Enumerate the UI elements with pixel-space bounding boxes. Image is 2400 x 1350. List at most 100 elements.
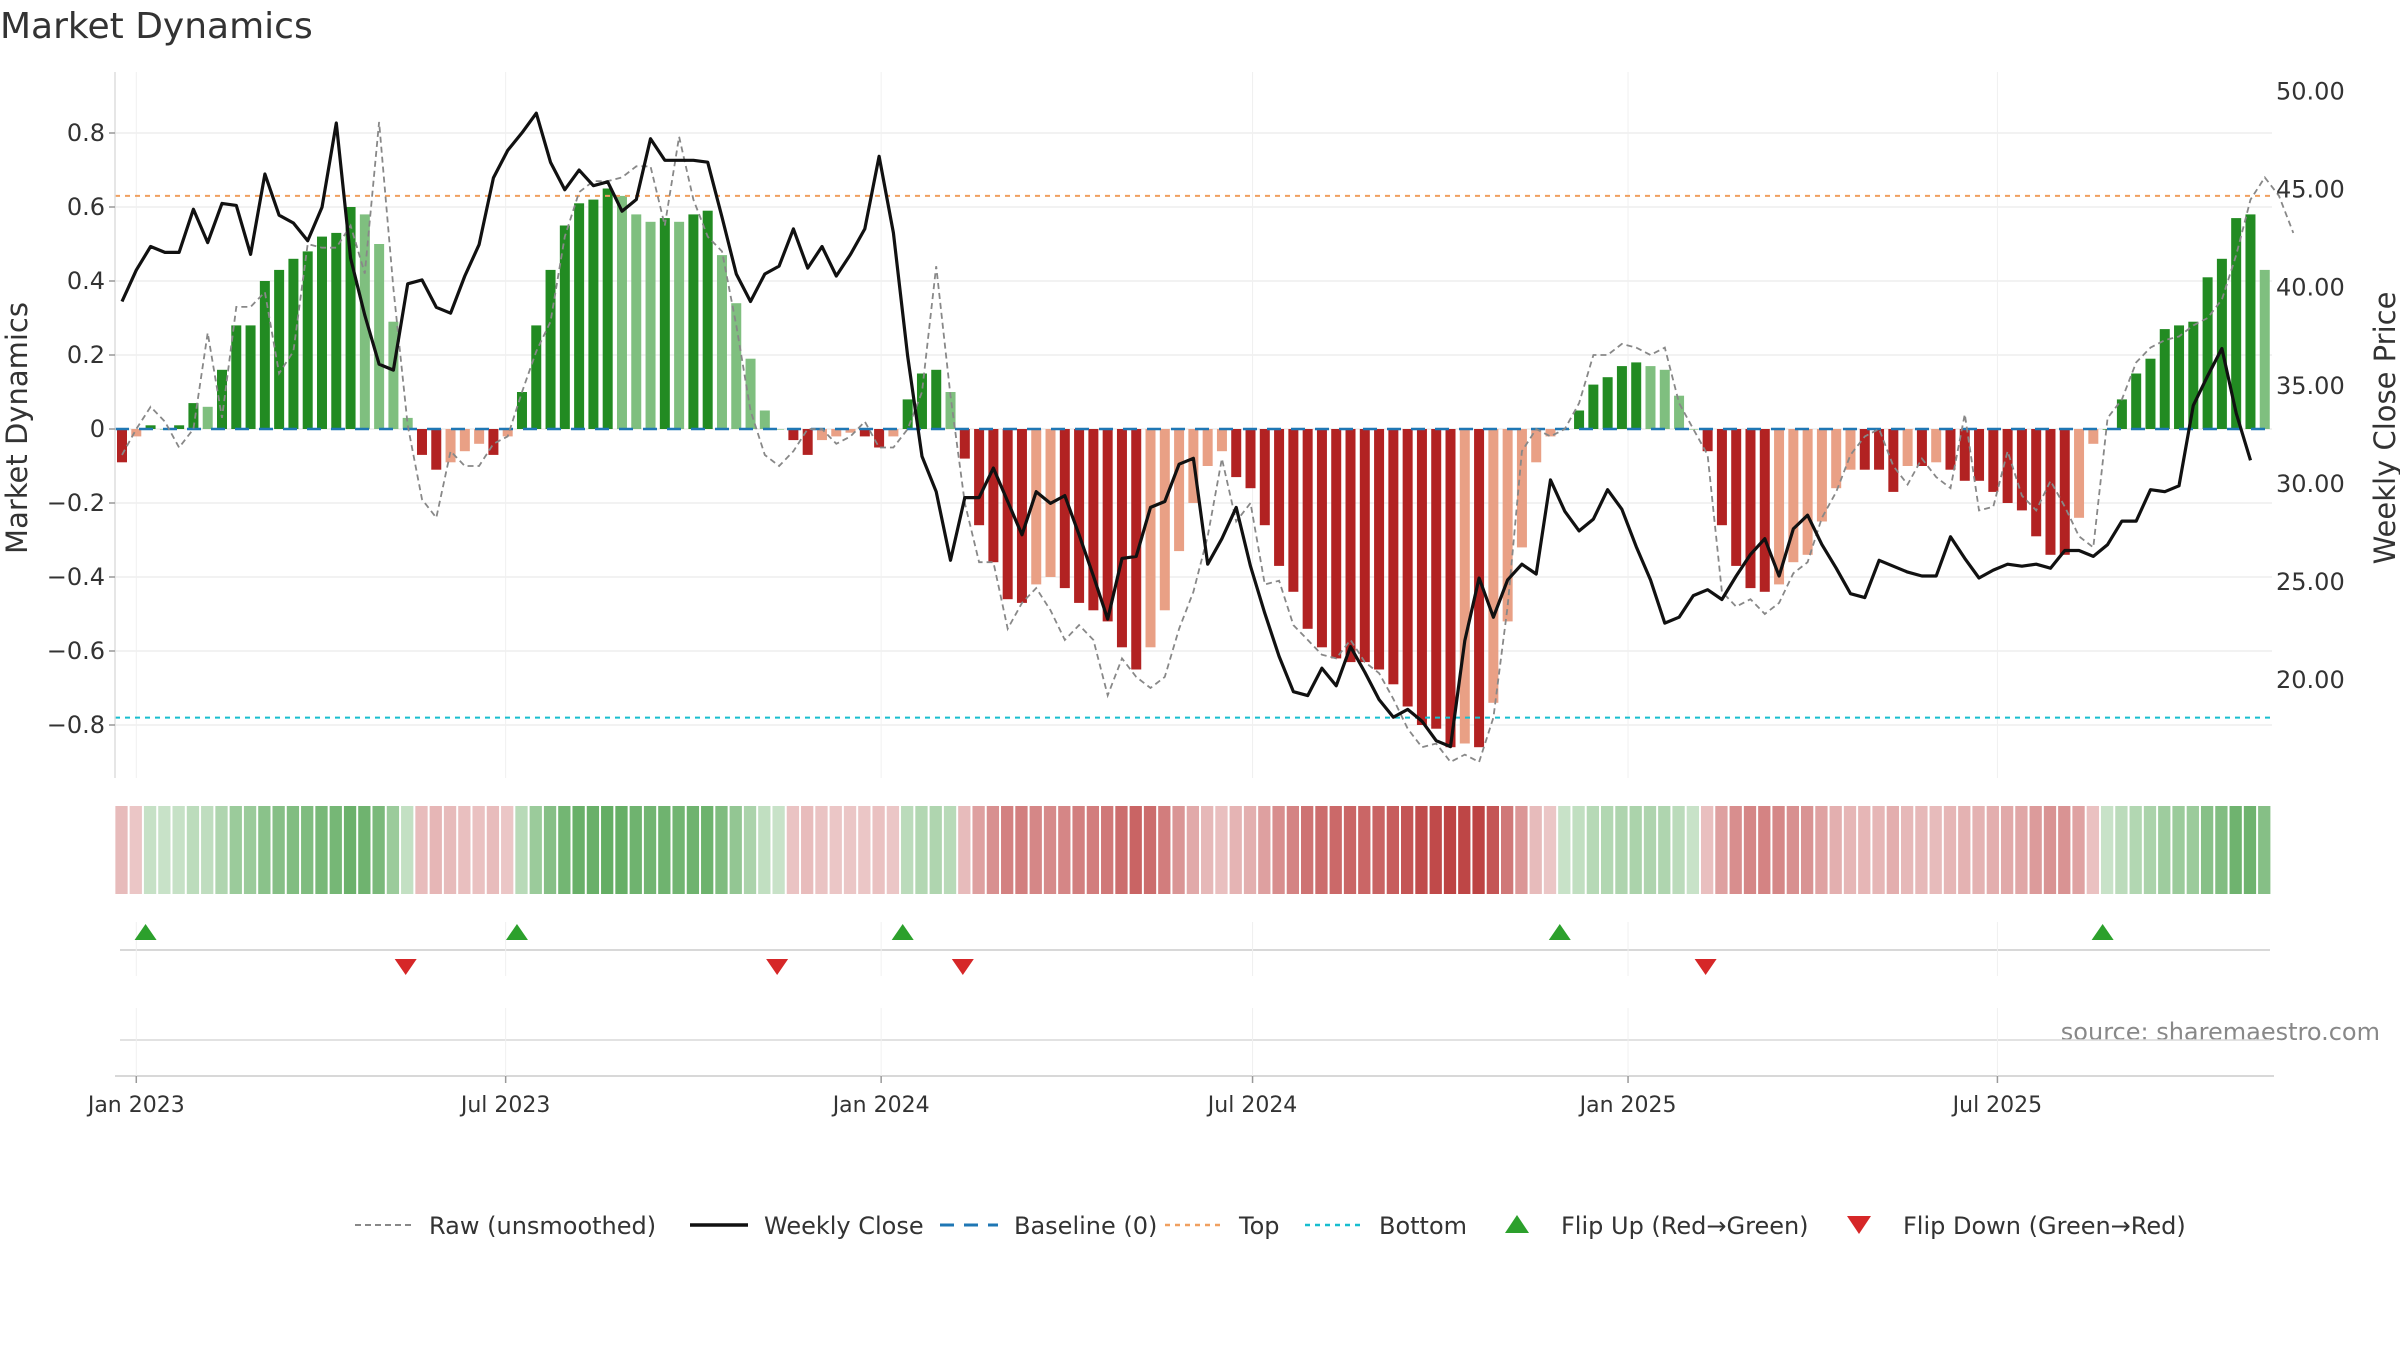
bar-140	[2116, 399, 2127, 429]
bar-43	[731, 303, 742, 429]
strip-cell-86	[1343, 806, 1357, 894]
strip-cell-147	[2215, 806, 2228, 894]
strip-cell-1	[129, 806, 142, 894]
strip-cell-81	[1272, 806, 1285, 894]
strip-cell-125	[1900, 806, 1914, 894]
bar-41	[702, 210, 713, 429]
bar-24	[459, 429, 470, 452]
strip-cell-89	[1386, 806, 1400, 894]
strip-cell-7	[215, 806, 228, 894]
bar-132	[2002, 429, 2013, 503]
bar-145	[2188, 321, 2199, 429]
flip-down-marker-3	[1694, 959, 1717, 975]
bar-126	[1916, 429, 1927, 466]
strip-cell-55	[901, 806, 914, 894]
bar-118	[1802, 429, 1813, 555]
bar-12	[288, 258, 299, 429]
strip-cell-92	[1429, 806, 1442, 894]
strip-cell-141	[2129, 806, 2142, 894]
strip-cell-39	[672, 806, 685, 894]
chart-title: Market Dynamics	[0, 6, 313, 47]
bar-61	[988, 429, 999, 563]
left-tick-label-0: 0.8	[67, 119, 105, 147]
bar-31	[559, 225, 570, 429]
strip-cell-135	[2043, 806, 2057, 894]
strip-cell-78	[1229, 806, 1242, 894]
bar-114	[1745, 429, 1756, 589]
bar-37	[645, 221, 656, 429]
bar-68	[1088, 429, 1099, 611]
bar-93	[1445, 429, 1456, 748]
bar-147	[2216, 258, 2227, 429]
bar-5	[188, 403, 199, 429]
bar-50	[831, 429, 842, 437]
bar-123	[1874, 429, 1885, 470]
flip-markers	[120, 922, 2270, 976]
bar-22	[431, 429, 442, 470]
bar-146	[2202, 277, 2213, 429]
bar-57	[931, 369, 942, 429]
bar-121	[1845, 429, 1856, 470]
strip-cell-146	[2200, 806, 2214, 894]
strip-cell-124	[1886, 806, 1899, 894]
bar-30	[545, 269, 556, 429]
strip-cell-54	[886, 806, 900, 894]
strip-cell-65	[1043, 806, 1057, 894]
strip-cell-18	[372, 806, 385, 894]
strip-cell-93	[1443, 806, 1457, 894]
legend: Raw (unsmoothed) Weekly Close Baseline (0)…	[355, 1212, 2186, 1240]
bar-150	[2259, 269, 2270, 429]
bar-142	[2145, 358, 2156, 429]
bar-130	[1974, 429, 1985, 481]
strip-cell-57	[929, 806, 942, 894]
bar-82	[1288, 429, 1299, 592]
bar-38	[659, 218, 670, 429]
bar-15	[331, 232, 342, 429]
strip-cell-40	[686, 806, 700, 894]
bar-25	[474, 429, 485, 444]
bar-124	[1888, 429, 1899, 492]
strip-cell-35	[615, 806, 628, 894]
strip-cell-119	[1815, 806, 1828, 894]
left-axis-title: Market Dynamics	[0, 302, 34, 554]
legend-label-flip-down: Flip Down (Green→Red)	[1903, 1212, 2186, 1240]
bar-143	[2159, 329, 2170, 429]
bar-103	[1588, 384, 1599, 429]
strip-cell-28	[515, 806, 528, 894]
strip-cell-84	[1315, 806, 1328, 894]
x-tick-label-5: Jul 2025	[1951, 1093, 2043, 1118]
bar-4	[174, 425, 185, 429]
strip-cell-41	[701, 806, 714, 894]
strip-cell-29	[529, 806, 542, 894]
strip-cell-87	[1358, 806, 1371, 894]
left-tick-label-8: −0.8	[47, 711, 105, 739]
legend-label-top: Top	[1238, 1212, 1280, 1240]
bar-86	[1345, 429, 1356, 663]
strip-cell-13	[301, 806, 314, 894]
strip-cell-6	[201, 806, 214, 894]
bar-125	[1902, 429, 1913, 466]
strip-cell-52	[858, 806, 871, 894]
bar-48	[802, 429, 813, 455]
gridlines	[115, 72, 2272, 778]
strip-cell-61	[986, 806, 1000, 894]
strip-cell-9	[243, 806, 257, 894]
strip-cell-33	[586, 806, 600, 894]
strip-cell-22	[429, 806, 442, 894]
legend-item-top: Top	[1165, 1212, 1280, 1240]
strip-cell-112	[1715, 806, 1728, 894]
flip-down-marker-1	[766, 959, 789, 975]
strip-cell-21	[415, 806, 428, 894]
strip-cell-114	[1743, 806, 1757, 894]
bar-122	[1859, 429, 1870, 470]
strip-cell-80	[1258, 806, 1271, 894]
bar-70	[1116, 429, 1127, 648]
bar-108	[1659, 369, 1670, 429]
bar-84	[1316, 429, 1327, 648]
strip-cell-126	[1915, 806, 1928, 894]
bar-19	[388, 321, 399, 429]
bar-11	[274, 269, 285, 429]
strip-cell-72	[1143, 806, 1157, 894]
bar-110	[1688, 429, 1699, 430]
strip-cell-24	[458, 806, 471, 894]
